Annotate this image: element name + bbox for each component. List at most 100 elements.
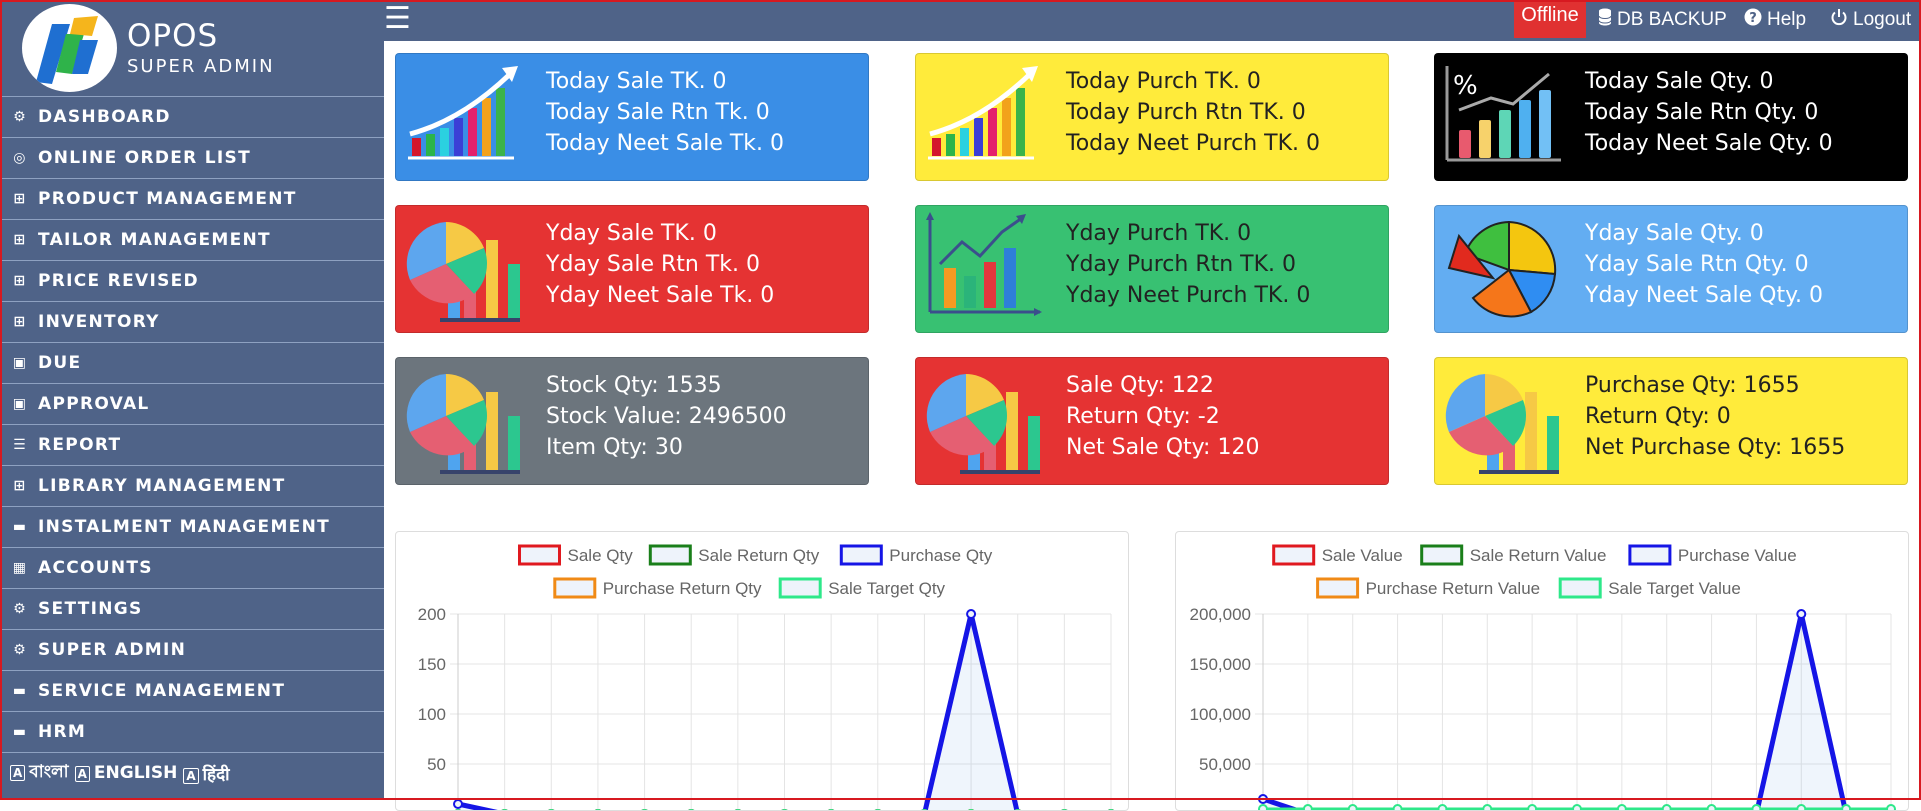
sidebar-item-due[interactable]: ▣ DUE [0, 343, 384, 384]
stat-line: Return Qty: -2 [1066, 404, 1220, 429]
power-icon [1830, 8, 1848, 31]
legend-item[interactable]: Sale Return Value [1420, 544, 1607, 566]
stat-card[interactable]: Yday Purch TK. 0 Yday Purch Rtn TK. 0 Yday… [915, 205, 1389, 333]
wallet-icon: ▬ [12, 519, 28, 535]
stat-line: Yday Sale Qty. 0 [1585, 221, 1764, 246]
sidebar-item-instalment-management[interactable]: ▬ INSTALMENT MANAGEMENT [0, 507, 384, 548]
stat-line: Net Sale Qty: 120 [1066, 435, 1260, 460]
data-point[interactable] [1302, 804, 1313, 811]
logout-button[interactable]: Logout [1830, 8, 1911, 31]
data-point[interactable] [1437, 804, 1448, 811]
sidebar-item-label: PRODUCT MANAGEMENT [38, 189, 297, 209]
language-option[interactable]: A ENGLISH [74, 763, 178, 783]
db-backup-button[interactable]: DB BACKUP [1598, 8, 1727, 31]
stat-line: Today Sale Qty. 0 [1585, 69, 1774, 94]
data-point[interactable] [1796, 609, 1807, 619]
data-point[interactable] [1572, 804, 1582, 811]
sidebar-item-label: ONLINE ORDER LIST [38, 148, 251, 168]
language-option[interactable]: A हिंदी [183, 762, 230, 785]
data-point[interactable] [1258, 794, 1268, 804]
sidebar-item-inventory[interactable]: ⊞ INVENTORY [0, 302, 384, 343]
legend-swatch [1316, 577, 1360, 599]
language-switcher: A বাংলা A ENGLISH A हिंदी [0, 753, 384, 793]
language-option[interactable]: A বাংলা [10, 759, 69, 787]
legend-swatch [553, 577, 597, 599]
legend-item[interactable]: Sale Return Qty [648, 544, 820, 566]
data-point[interactable] [1527, 804, 1538, 811]
sidebar-item-label: SERVICE MANAGEMENT [38, 681, 286, 701]
app-logo[interactable] [22, 4, 117, 92]
legend-label: Sale Return Qty [698, 546, 819, 565]
stat-card[interactable]: Stock Qty: 1535 Stock Value: 2496500 Item … [395, 357, 869, 485]
sidebar-item-super-admin[interactable]: ⚙ SUPER ADMIN [0, 630, 384, 671]
help-button[interactable]: ? Help [1744, 8, 1806, 31]
legend-swatch [778, 577, 822, 599]
stat-line: Yday Neet Sale Qty. 0 [1585, 283, 1823, 308]
stat-line: Stock Qty: 1535 [546, 373, 722, 398]
sidebar-item-online-order-list[interactable]: ◎ ONLINE ORDER LIST [0, 138, 384, 179]
menu-toggle-icon[interactable]: ☰ [384, 2, 411, 35]
legend-item[interactable]: Purchase Return Value [1316, 577, 1541, 599]
data-point[interactable] [1841, 804, 1852, 811]
sidebar-item-service-management[interactable]: ▬ SERVICE MANAGEMENT [0, 671, 384, 712]
legend-swatch [1558, 577, 1602, 599]
sidebar-item-tailor-management[interactable]: ⊞ TAILOR MANAGEMENT [0, 220, 384, 261]
data-point[interactable] [1482, 804, 1493, 811]
data-point[interactable] [1616, 804, 1627, 811]
stat-card-lines: Today Purch TK. 0 Today Purch Rtn TK. 0 To… [1066, 66, 1320, 159]
stat-card[interactable]: Today Sale TK. 0 Today Sale Rtn Tk. 0 Toda… [395, 53, 869, 181]
stat-line: Today Sale Rtn Tk. 0 [546, 100, 770, 125]
legend-item[interactable]: Purchase Qty [839, 544, 993, 566]
data-point[interactable] [1796, 804, 1807, 811]
offline-badge: Offline [1514, 0, 1586, 38]
legend-item[interactable]: Sale Target Value [1558, 577, 1741, 599]
stat-card-lines: Today Sale Qty. 0 Today Sale Rtn Qty. 0 To… [1585, 66, 1833, 159]
sidebar-item-label: SUPER ADMIN [38, 640, 187, 660]
legend-item[interactable]: Sale Target Qty [778, 577, 946, 599]
sidebar-item-dashboard[interactable]: ⚙ DASHBOARD [0, 97, 384, 138]
db-backup-label: DB BACKUP [1617, 8, 1727, 30]
stat-card[interactable]: Yday Sale TK. 0 Yday Sale Rtn Tk. 0 Yday N… [395, 205, 869, 333]
value-chart: Sale Value Sale Return Value Purchase Valu… [1190, 544, 1896, 811]
stat-card[interactable]: Today Purch TK. 0 Today Purch Rtn TK. 0 To… [915, 53, 1389, 181]
data-point[interactable] [1886, 804, 1896, 811]
y-tick-label: 50,000 [1199, 755, 1251, 774]
y-tick-label: 50 [427, 755, 446, 774]
data-point[interactable] [1392, 804, 1403, 811]
data-point[interactable] [966, 609, 977, 619]
sidebar-item-approval[interactable]: ▣ APPROVAL [0, 384, 384, 425]
stat-card[interactable]: Sale Qty: 122 Return Qty: -2 Net Sale Qty:… [915, 357, 1389, 485]
data-point[interactable] [1751, 804, 1762, 811]
data-point[interactable] [1258, 804, 1268, 811]
legend-item[interactable]: Sale Value [1272, 544, 1403, 566]
stat-line: Net Purchase Qty: 1655 [1585, 435, 1846, 460]
legend-item[interactable]: Purchase Return Qty [553, 577, 762, 599]
money-icon: ▣ [12, 396, 28, 412]
data-point[interactable] [1706, 804, 1717, 811]
sidebar-item-accounts[interactable]: ▦ ACCOUNTS [0, 548, 384, 589]
legend-label: Purchase Value [1678, 546, 1797, 565]
sidebar-item-price-revised[interactable]: ⊞ PRICE REVISED [0, 261, 384, 302]
stat-card[interactable]: Yday Sale Qty. 0 Yday Sale Rtn Qty. 0 Yday… [1434, 205, 1908, 333]
sidebar-item-settings[interactable]: ⚙ SETTINGS [0, 589, 384, 630]
stat-line: Today Purch TK. 0 [1066, 69, 1261, 94]
sidebar-item-product-management[interactable]: ⊞ PRODUCT MANAGEMENT [0, 179, 384, 220]
data-point[interactable] [1347, 804, 1358, 811]
y-tick-label: 200,000 [1190, 605, 1251, 624]
stat-card-lines: Today Sale TK. 0 Today Sale Rtn Tk. 0 Toda… [546, 66, 784, 159]
legend-item[interactable]: Purchase Value [1628, 544, 1797, 566]
value-chart-panel: Sale Value Sale Return Value Purchase Valu… [1175, 531, 1909, 811]
stat-line: Yday Purch Rtn TK. 0 [1066, 252, 1297, 277]
sidebar-item-hrm[interactable]: ▬ HRM [0, 712, 384, 753]
legend-item[interactable]: Sale Qty [518, 544, 634, 566]
stat-card[interactable]: Purchase Qty: 1655 Return Qty: 0 Net Purch… [1434, 357, 1908, 485]
language-label: ENGLISH [93, 763, 178, 783]
sidebar-item-library-management[interactable]: ⊞ LIBRARY MANAGEMENT [0, 466, 384, 507]
sidebar-item-report[interactable]: ☰ REPORT [0, 425, 384, 466]
data-point[interactable] [453, 799, 463, 809]
data-point[interactable] [1661, 804, 1672, 811]
stat-line: Return Qty: 0 [1585, 404, 1731, 429]
y-tick-label: 150,000 [1190, 655, 1251, 674]
sidebar-item-label: ACCOUNTS [38, 558, 153, 578]
